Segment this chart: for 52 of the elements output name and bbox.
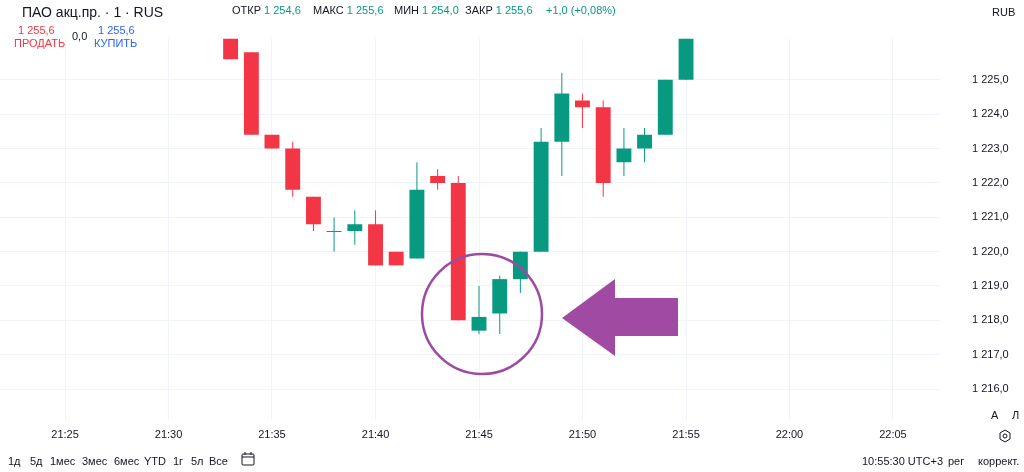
candlestick — [637, 127, 652, 163]
annotation: КУПИТЬ — [94, 37, 138, 49]
x-tick-label: 21:25 — [51, 427, 79, 440]
annotation: 0,0 — [72, 30, 88, 42]
x-tick-label: 21:40 — [361, 427, 390, 440]
x-tick-label: 21:55 — [672, 427, 700, 440]
candlestick — [326, 216, 342, 253]
chart-title: ПАО акц.пр. · 1 · RUS — [22, 4, 164, 20]
y-tick-label: 1 222,0 — [972, 175, 1009, 188]
text: 1 255,6 — [18, 24, 55, 36]
text: 1 255,6 — [98, 24, 135, 36]
x-tick-label: 21:45 — [465, 427, 493, 440]
text: YTD — [144, 455, 166, 467]
y-tick-label: 1 219,0 — [972, 279, 1009, 292]
x-tick-label: 22:00 — [775, 427, 804, 440]
y-tick-label: 1 220,0 — [972, 244, 1009, 257]
candlestick — [471, 285, 487, 335]
text: МИН 1 254,0 — [394, 4, 459, 16]
text: 5л — [191, 455, 204, 467]
y-tick-label: 1 224,0 — [972, 107, 1009, 120]
y-tick-label: 1 223,0 — [972, 141, 1009, 154]
text: A — [991, 409, 999, 421]
y-tick-label: 1 221,0 — [972, 210, 1009, 223]
text: RUB — [992, 6, 1016, 18]
text: 6мес — [114, 455, 140, 467]
text: МАКС 1 255,6 — [313, 4, 384, 16]
annotation: ПРОДАТЬ — [14, 37, 66, 49]
y-tick-label: 1 218,0 — [972, 313, 1009, 326]
text: Все — [209, 455, 228, 467]
text: 1мес — [50, 455, 76, 467]
candlestick — [430, 168, 446, 191]
candlestick — [616, 127, 632, 177]
text: Л — [1012, 409, 1020, 421]
x-tick-label: 22:05 — [879, 427, 907, 440]
text: 1д — [8, 455, 21, 467]
text: 1г — [173, 455, 184, 467]
text: 3мес — [82, 455, 108, 467]
text: 10:55:30 UTC+3 — [862, 455, 944, 467]
x-tick-label: 21:50 — [568, 427, 597, 440]
y-tick-label: 1 225,0 — [972, 72, 1009, 85]
text: ОТКР 1 254,6 — [232, 4, 301, 16]
text: 5д — [30, 455, 43, 467]
y-tick-label: 1 217,0 — [972, 347, 1009, 360]
text: ЗАКР 1 255,6 — [465, 4, 533, 16]
candlestick — [347, 209, 363, 246]
x-tick-label: 21:35 — [258, 427, 286, 440]
text: рег — [948, 455, 965, 467]
candlestick — [575, 93, 590, 129]
x-tick-label: 21:30 — [154, 427, 183, 440]
text: +1,0 (+0,08%) — [546, 4, 616, 16]
text: коррект. — [978, 455, 1020, 467]
y-tick-label: 1 216,0 — [972, 382, 1009, 395]
